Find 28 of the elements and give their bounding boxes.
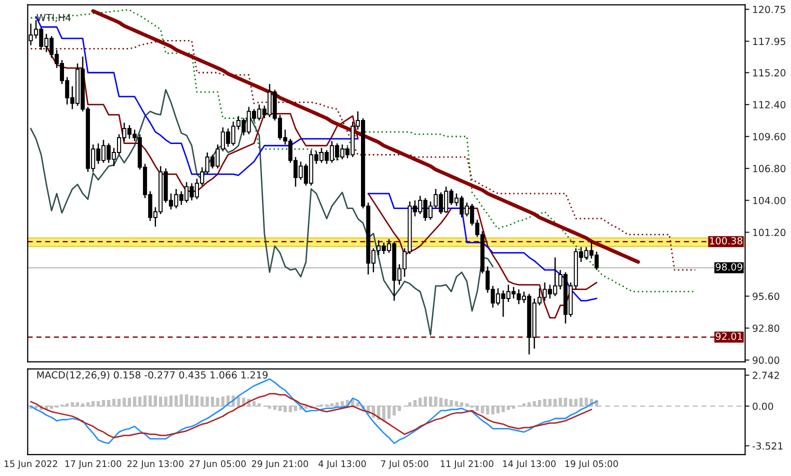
y-tick-label: 117.95 [753, 38, 786, 46]
y-tick-label: -3.521 [752, 442, 783, 450]
y-tick-label: 90.00 [752, 356, 780, 364]
x-tick-label: 19 Jul 05:00 [565, 460, 618, 469]
y-tick-label: 0.00 [752, 402, 774, 410]
ref-line-label: 100.38 [710, 237, 742, 244]
x-tick-label: 14 Jul 13:00 [503, 460, 556, 469]
y-tick-label: 2.742 [752, 372, 779, 379]
x-tick-label: 11 Jul 21:00 [440, 460, 494, 469]
y-tick-label: 120.75 [753, 6, 786, 14]
y-tick-label: 106.80 [753, 164, 786, 172]
y-tick-label: 101.20 [753, 228, 786, 236]
ref-line-label: 92.01 [716, 332, 742, 340]
x-tick-label: 22 Jun 13:00 [127, 460, 184, 469]
y-tick-label: 115.20 [753, 69, 786, 76]
x-tick-label: 29 Jun 21:00 [252, 460, 308, 469]
ref-line-label: 98.09 [716, 263, 742, 271]
x-tick-label: 7 Jul 05:00 [381, 460, 428, 469]
y-tick-label: 95.60 [752, 292, 780, 300]
x-tick-label: 15 Jun 2022 [4, 460, 58, 469]
x-tick-label: 4 Jul 13:00 [318, 460, 366, 469]
y-tick-label: 112.40 [753, 101, 786, 108]
y-tick-label: 109.60 [753, 132, 786, 140]
y-tick-label: 104.00 [753, 196, 786, 204]
x-tick-label: 27 Jun 05:00 [190, 460, 246, 469]
y-tick-label: 92.80 [752, 324, 780, 332]
x-tick-label: 17 Jun 21:00 [65, 460, 122, 469]
chart-title: MACD(12,26,9) 0.158 -0.277 0.435 1.066 1.219 [37, 371, 268, 380]
